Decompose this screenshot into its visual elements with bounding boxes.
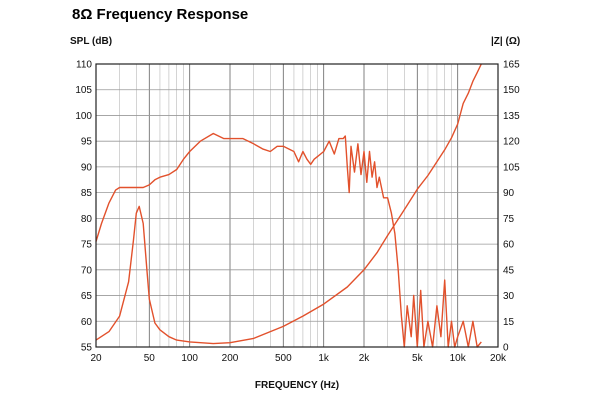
- y-tick-label-right: 120: [503, 137, 520, 148]
- x-tick-label: 10k: [450, 353, 467, 364]
- x-tick-label: 2k: [359, 353, 371, 364]
- y-tick-label-left: 70: [81, 265, 93, 276]
- y-axis-right-label: |Z| (Ω): [491, 36, 520, 47]
- y-axis-left-label: SPL (dB): [70, 36, 112, 47]
- y-tick-label-right: 0: [503, 343, 509, 354]
- y-tick-label-right: 90: [503, 188, 515, 199]
- y-tick-label-left: 105: [75, 85, 92, 96]
- x-tick-label: 500: [275, 353, 292, 364]
- y-tick-label-right: 15: [503, 317, 515, 328]
- y-tick-label-left: 90: [81, 162, 93, 173]
- chart-ticks: 20 50 100 200 500 1k 2k 5k 10k 20k 110 105 100 95 90 85…: [75, 60, 520, 365]
- y-tick-label-right: 45: [503, 265, 515, 276]
- x-tick-label: 100: [181, 353, 198, 364]
- y-tick-label-right: 60: [503, 240, 515, 251]
- y-tick-label-left: 95: [81, 137, 93, 148]
- x-tick-label: 200: [222, 353, 239, 364]
- x-tick-label: 20k: [490, 353, 507, 364]
- y-tick-label-left: 55: [81, 343, 93, 354]
- y-tick-label-left: 65: [81, 291, 93, 302]
- x-axis-label: FREQUENCY (Hz): [255, 380, 339, 391]
- chart-title: 8Ω Frequency Response: [72, 6, 249, 23]
- y-tick-label-left: 75: [81, 240, 93, 251]
- y-tick-label-right: 135: [503, 111, 520, 122]
- y-tick-label-left: 85: [81, 188, 93, 199]
- y-tick-label-left: 110: [76, 60, 92, 71]
- y-tick-label-right: 165: [503, 60, 520, 71]
- y-tick-label-right: 30: [503, 291, 515, 302]
- y-tick-label-right: 105: [503, 162, 520, 173]
- chart-curves: [95, 63, 482, 348]
- y-tick-label-right: 150: [503, 85, 520, 96]
- y-tick-label-left: 100: [75, 111, 92, 122]
- y-tick-label-left: 80: [81, 214, 93, 225]
- chart-grid: [96, 63, 498, 348]
- impedance-curve: [95, 63, 482, 345]
- spl-curve: [95, 132, 482, 348]
- y-tick-label-left: 60: [81, 317, 93, 328]
- plot-frame: [95, 63, 499, 348]
- x-tick-label: 1k: [318, 353, 330, 364]
- x-tick-label: 5k: [412, 353, 424, 364]
- y-tick-label-right: 75: [503, 214, 515, 225]
- x-tick-label: 50: [144, 353, 156, 364]
- x-tick-label: 20: [90, 353, 102, 364]
